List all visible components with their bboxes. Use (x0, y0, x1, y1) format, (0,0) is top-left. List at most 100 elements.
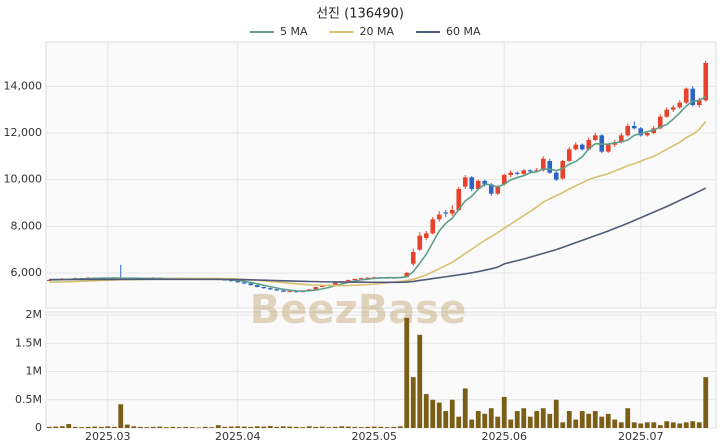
candle-body (605, 144, 611, 152)
volume-bar (137, 426, 143, 428)
candle-body (625, 126, 631, 136)
volume-bar (189, 427, 195, 428)
volume-bar (365, 426, 371, 428)
volume-bar (690, 421, 696, 428)
volume-bar (436, 402, 442, 428)
volume-bar (339, 426, 345, 428)
candle-body (469, 177, 475, 189)
volume-bar (599, 416, 605, 428)
candle-body (313, 287, 319, 290)
candle-body (690, 88, 696, 105)
candle-body (586, 140, 592, 150)
candle-body (521, 170, 527, 174)
y-tick-label: 12,000 (4, 126, 43, 139)
volume-bar (111, 426, 117, 428)
candle-body (352, 278, 358, 280)
volume-bar (566, 411, 572, 428)
volume-bar (79, 427, 85, 428)
candle-body (410, 252, 416, 264)
volume-bar (157, 426, 163, 428)
candle-body (365, 277, 371, 279)
volume-bar (53, 426, 59, 428)
volume-bar (72, 426, 78, 428)
volume-bar (449, 399, 455, 428)
volume-bar (215, 425, 221, 428)
volume-bar (183, 426, 189, 428)
volume-bar (521, 408, 527, 428)
candle-body (566, 149, 572, 161)
volume-bar (573, 419, 579, 428)
candle-body (670, 107, 676, 110)
volume-bar (495, 416, 501, 428)
candle-body (664, 109, 670, 117)
volume-bar (150, 426, 156, 428)
candle-body (46, 280, 52, 281)
volume-bar (553, 399, 559, 428)
volume-bar (293, 426, 299, 428)
volume-bar (228, 426, 234, 428)
candle-body (482, 180, 488, 185)
y-tick-label: 0 (35, 421, 42, 434)
chart-title: 선진 (136490) (316, 7, 404, 22)
candle-body (592, 135, 598, 140)
volume-bar (170, 426, 176, 428)
volume-bar (482, 413, 488, 428)
watermark: BeezBase (250, 287, 466, 333)
x-tick-label: 2025.06 (482, 430, 528, 443)
volume-bar (423, 394, 429, 428)
candle-body (540, 158, 546, 171)
volume-bar (404, 317, 410, 428)
price-panel (45, 41, 717, 309)
volume-bar (670, 422, 676, 428)
volume-bar (378, 426, 384, 428)
volume-bar (176, 427, 182, 428)
volume-bar (287, 426, 293, 428)
candle-body (703, 63, 709, 101)
volume-bar (59, 426, 65, 428)
volume-bar (131, 426, 137, 428)
volume-bar (222, 426, 228, 428)
volume-bar (105, 426, 111, 428)
volume-bar (235, 426, 241, 428)
volume-bar (612, 419, 618, 428)
volume-bar (371, 426, 377, 428)
volume-bar (332, 426, 338, 428)
volume-bar (443, 411, 449, 428)
volume-bar (560, 422, 566, 428)
candle-body (553, 172, 559, 180)
volume-bar (625, 408, 631, 428)
candle-body (261, 287, 267, 289)
volume-bar (547, 413, 553, 428)
x-tick-label: 2025.03 (85, 430, 131, 443)
volume-bar (118, 404, 124, 428)
candle-body (475, 180, 481, 189)
volume-bar (306, 426, 312, 428)
candle-body (579, 144, 585, 150)
volume-bar (514, 411, 520, 428)
volume-bar (534, 411, 540, 428)
y-tick-label: 1M (26, 365, 43, 378)
volume-bar (508, 419, 514, 428)
volume-bar (462, 388, 468, 428)
volume-bar (703, 377, 709, 428)
candle-body (560, 161, 566, 179)
y-tick-label: 10,000 (4, 173, 43, 186)
candle-body (573, 144, 579, 150)
volume-bar (592, 411, 598, 428)
x-tick-label: 2025.04 (215, 430, 261, 443)
volume-bar (638, 423, 644, 428)
candle-body (631, 126, 637, 129)
candle-body (443, 212, 449, 214)
candle-body (280, 290, 286, 292)
candle-body (618, 135, 624, 143)
candle-body (358, 278, 364, 280)
volume-bar (605, 413, 611, 428)
candle-body (306, 289, 312, 291)
y-tick-label: 14,000 (4, 79, 43, 92)
volume-bar (501, 396, 507, 428)
y-tick-label: 0.5M (15, 393, 42, 406)
candle-body (527, 170, 533, 172)
candle-body (430, 219, 436, 234)
volume-bar (391, 426, 397, 428)
